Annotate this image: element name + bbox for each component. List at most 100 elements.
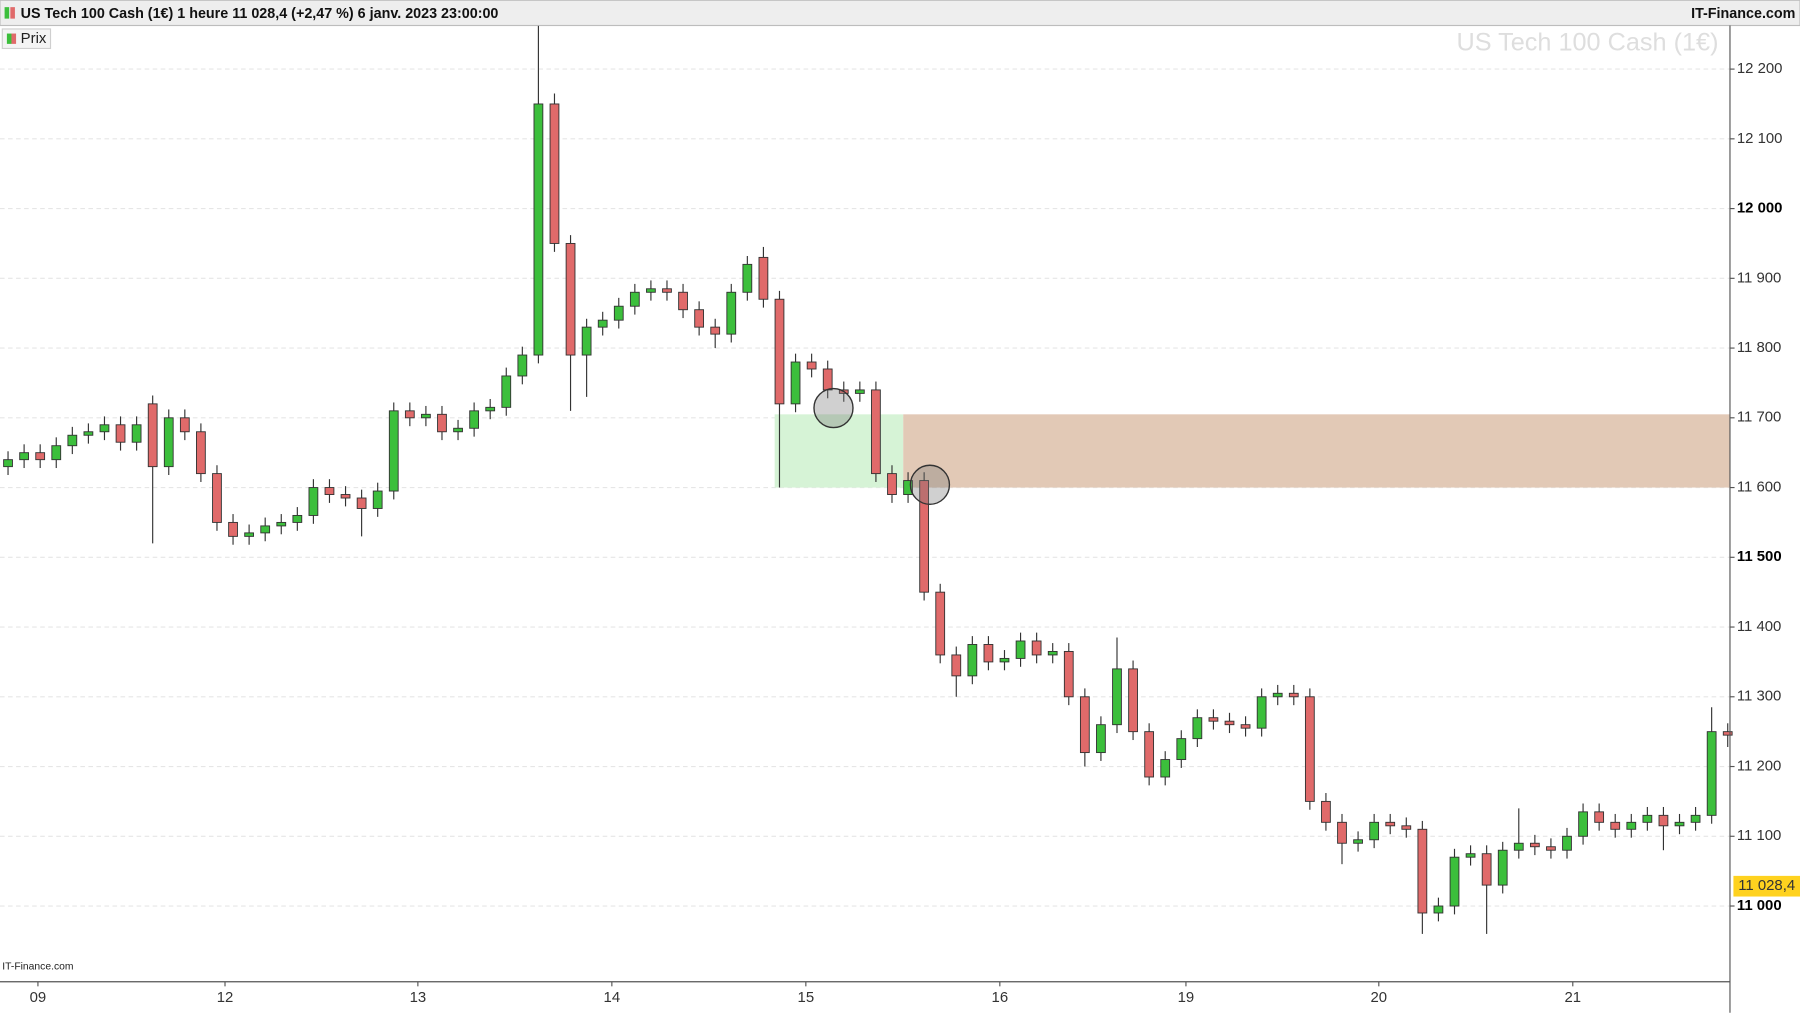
x-tick-label: 19 [1178, 989, 1195, 1006]
candle-body [694, 309, 705, 328]
candle-body [485, 406, 496, 412]
candle-body [854, 389, 865, 394]
candle-body [806, 361, 817, 370]
price-tag-label: 11 028,4 [1738, 877, 1795, 894]
candle-body [742, 263, 753, 293]
candle-body [1063, 650, 1074, 698]
y-tick-label: 11 900 [1737, 269, 1781, 286]
candle-body [404, 410, 415, 419]
candle-body [1015, 640, 1026, 659]
candle-body [1288, 692, 1299, 698]
y-tick-label: 12 200 [1737, 60, 1783, 77]
candle-body [935, 591, 946, 656]
candle-body [887, 473, 897, 495]
candle-body [260, 525, 271, 534]
header-bar [0, 0, 1800, 27]
candle-body [1674, 821, 1685, 827]
candle-body [790, 361, 801, 405]
candle-body [469, 410, 479, 429]
candle-body [967, 644, 978, 677]
candle-body [678, 291, 688, 311]
candle-body [1144, 731, 1155, 778]
x-tick-label: 20 [1371, 989, 1388, 1006]
x-tick-label: 15 [798, 989, 815, 1006]
candle-body [1706, 731, 1717, 816]
y-tick-label: 11 100 [1737, 827, 1781, 844]
header-icon [10, 7, 15, 19]
candle-body [453, 427, 463, 433]
candle-body [324, 487, 335, 495]
candle-body [1096, 724, 1106, 754]
legend-icon [11, 33, 17, 44]
candle-body [308, 487, 319, 516]
candle-body [1690, 814, 1701, 823]
candle-body [83, 431, 94, 436]
candle-body [131, 424, 142, 443]
candle-body [244, 532, 254, 537]
candle-body [871, 389, 881, 475]
candle-body [919, 480, 930, 593]
candle-body [421, 413, 431, 419]
candle-body [115, 424, 126, 443]
y-tick-label: 11 400 [1737, 618, 1781, 635]
candle-body [1369, 821, 1380, 841]
candle-body [646, 288, 656, 293]
candle-body [1578, 811, 1588, 837]
candle-body [1529, 842, 1540, 848]
candle-body [1304, 696, 1315, 802]
candle-body [1433, 905, 1444, 914]
candle-body [613, 305, 624, 321]
candle-body [1417, 828, 1428, 914]
candle-body [999, 657, 1010, 663]
candle-body [1224, 720, 1235, 726]
candle-body [51, 445, 62, 461]
candle-body [1385, 821, 1396, 827]
candle-body [67, 434, 78, 447]
x-tick-label: 14 [604, 989, 621, 1006]
candle-body [533, 103, 544, 356]
candle-body [1112, 668, 1122, 726]
candle-body [983, 644, 994, 663]
marker-circle [813, 387, 854, 429]
candle-body [1497, 849, 1508, 886]
zone [903, 414, 1730, 488]
candle-body [1722, 731, 1733, 736]
candle-body [147, 403, 158, 468]
legend-label: Prix [21, 30, 47, 47]
y-tick-label: 12 100 [1737, 130, 1783, 147]
chart-title: US Tech 100 Cash (1€) 1 heure 11 028,4 (… [21, 6, 499, 22]
candle-body [1079, 696, 1090, 754]
x-tick-label: 16 [992, 989, 1009, 1006]
price-tag [1733, 875, 1800, 897]
candle-body [517, 354, 528, 377]
candle-body [822, 368, 833, 391]
candle-body [1128, 668, 1138, 733]
candle-body [1321, 800, 1331, 823]
candle-body [951, 654, 962, 677]
candle-body [549, 103, 560, 244]
header-icon [4, 7, 10, 19]
candle-body [388, 410, 399, 492]
candle-body [1353, 839, 1363, 844]
source-bottom: IT-Finance.com [2, 962, 73, 973]
candle-body [662, 288, 672, 293]
y-tick-label: 11 800 [1737, 339, 1781, 356]
candle-body [35, 452, 46, 461]
legend-icon [6, 33, 12, 44]
candle-body [1160, 759, 1171, 778]
candle-body [1513, 842, 1524, 851]
candle-body [1401, 825, 1412, 830]
candle-body [1610, 821, 1621, 830]
candle-body [1047, 650, 1058, 656]
y-tick-label: 11 500 [1737, 548, 1782, 565]
candle-body [179, 417, 190, 433]
candle-body [1594, 811, 1605, 823]
candle-body [1465, 853, 1476, 858]
candle-body [726, 291, 737, 335]
candle-body [1546, 846, 1556, 851]
candle-body [774, 298, 785, 405]
y-tick-label: 12 000 [1737, 200, 1783, 217]
candle-body [1031, 640, 1042, 656]
